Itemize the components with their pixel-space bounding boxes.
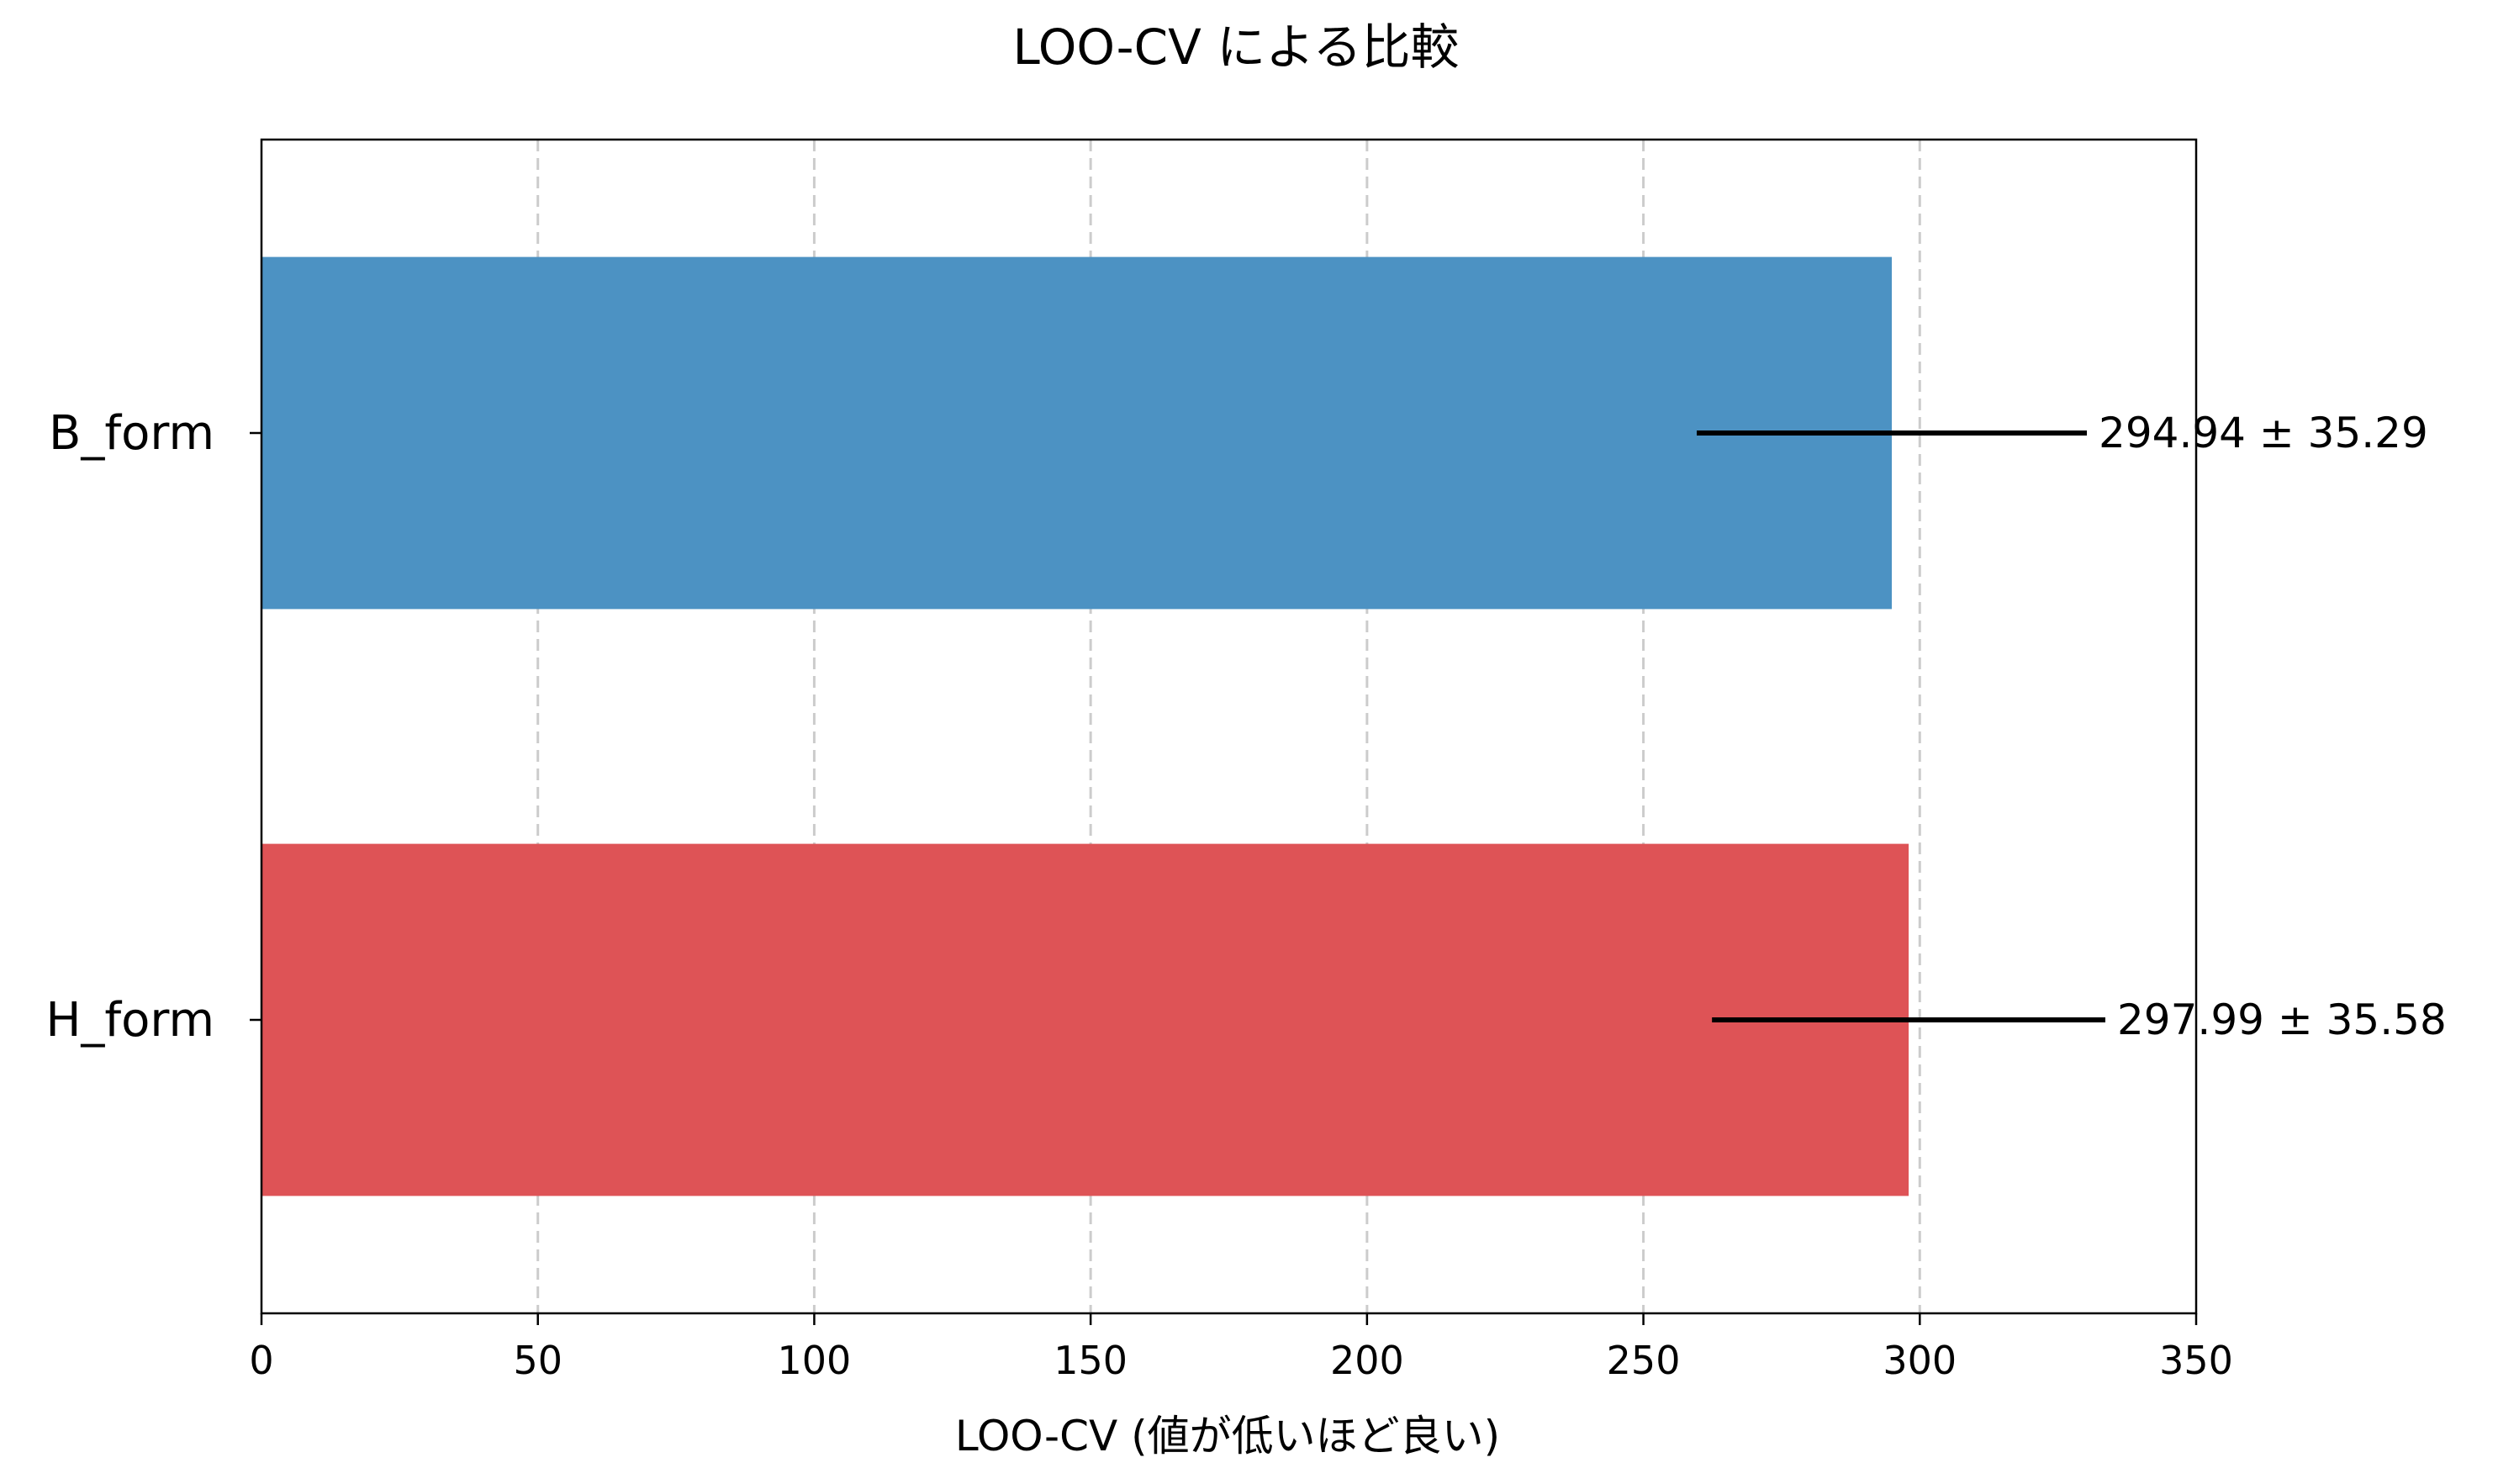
x-tick-label: 150 bbox=[1054, 1338, 1128, 1383]
x-tick-label: 300 bbox=[1883, 1338, 1957, 1383]
x-axis-label: LOO-CV (値が低いほど良い) bbox=[955, 1412, 1500, 1460]
x-tick-label: 250 bbox=[1607, 1338, 1681, 1383]
chart-title: LOO-CV による比較 bbox=[1013, 18, 1460, 76]
y-tick-label-H_form: H_form bbox=[45, 993, 214, 1048]
plot-frame bbox=[260, 138, 2198, 1315]
bars bbox=[261, 256, 1909, 1196]
x-tick-label: 350 bbox=[2159, 1338, 2233, 1383]
y-axis-ticks: B_form H_form bbox=[45, 406, 261, 1048]
y-tick-label-B_form: B_form bbox=[49, 406, 214, 461]
bar-B_form bbox=[261, 256, 1893, 610]
bar-H_form bbox=[261, 843, 1909, 1196]
data-label-B_form: 294.94 ± 35.29 bbox=[2099, 409, 2428, 457]
data-label-H_form: 297.99 ± 35.58 bbox=[2117, 995, 2447, 1044]
x-tick-label: 0 bbox=[249, 1338, 273, 1383]
error-bars bbox=[1697, 430, 2105, 1022]
x-tick-label: 100 bbox=[778, 1338, 852, 1383]
x-tick-label: 200 bbox=[1330, 1338, 1404, 1383]
x-tick-label: 50 bbox=[513, 1338, 562, 1383]
data-labels: 294.94 ± 35.29 297.99 ± 35.58 bbox=[2099, 409, 2447, 1044]
x-axis-ticks: 0 50 100 150 200 250 300 350 bbox=[249, 1313, 2233, 1383]
